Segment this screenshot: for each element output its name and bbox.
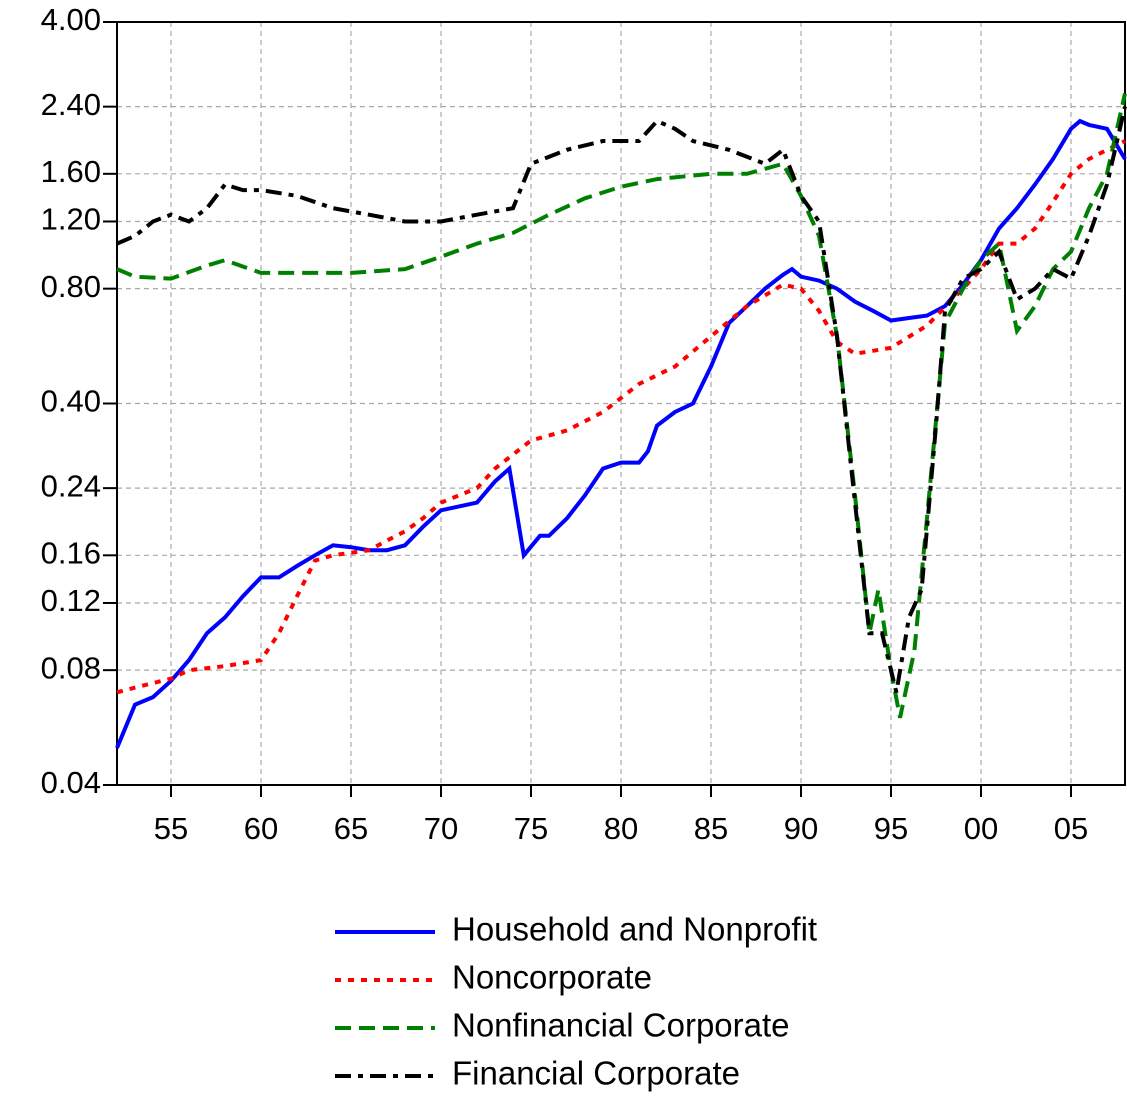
y-tick-label: 1.20	[41, 202, 101, 237]
x-tick-label: 00	[964, 811, 998, 846]
x-tick-label: 80	[604, 811, 638, 846]
y-tick-label: 1.60	[41, 154, 101, 189]
x-tick-label: 05	[1054, 811, 1088, 846]
x-tick-label: 75	[514, 811, 548, 846]
legend-label: Nonfinancial Corporate	[452, 1007, 790, 1044]
x-tick-label: 55	[154, 811, 188, 846]
y-tick-label: 0.04	[41, 765, 101, 800]
legend-label: Noncorporate	[452, 959, 652, 996]
plot-frame	[116, 21, 1126, 786]
series-line	[116, 139, 1126, 695]
y-tick-label: 0.16	[41, 536, 101, 571]
y-tick-label: 0.40	[41, 384, 101, 419]
x-tick-label: 65	[334, 811, 368, 846]
y-tick-label: 0.24	[41, 468, 101, 503]
y-tick-label: 0.12	[41, 583, 101, 618]
legend-label: Household and Nonprofit	[452, 911, 817, 948]
y-tick-label: 4.00	[41, 2, 101, 37]
x-tick-label: 90	[784, 811, 818, 846]
series-line	[116, 92, 1127, 719]
x-tick-label: 95	[874, 811, 908, 846]
y-tick-label: 0.80	[41, 269, 101, 304]
legend-label: Financial Corporate	[452, 1055, 740, 1092]
y-tick-label: 2.40	[41, 87, 101, 122]
x-tick-label: 70	[424, 811, 458, 846]
y-tick-label: 0.08	[41, 650, 101, 685]
series-line	[115, 118, 1127, 749]
x-tick-label: 60	[244, 811, 278, 846]
series-line	[116, 106, 1127, 693]
x-tick-label: 85	[694, 811, 728, 846]
